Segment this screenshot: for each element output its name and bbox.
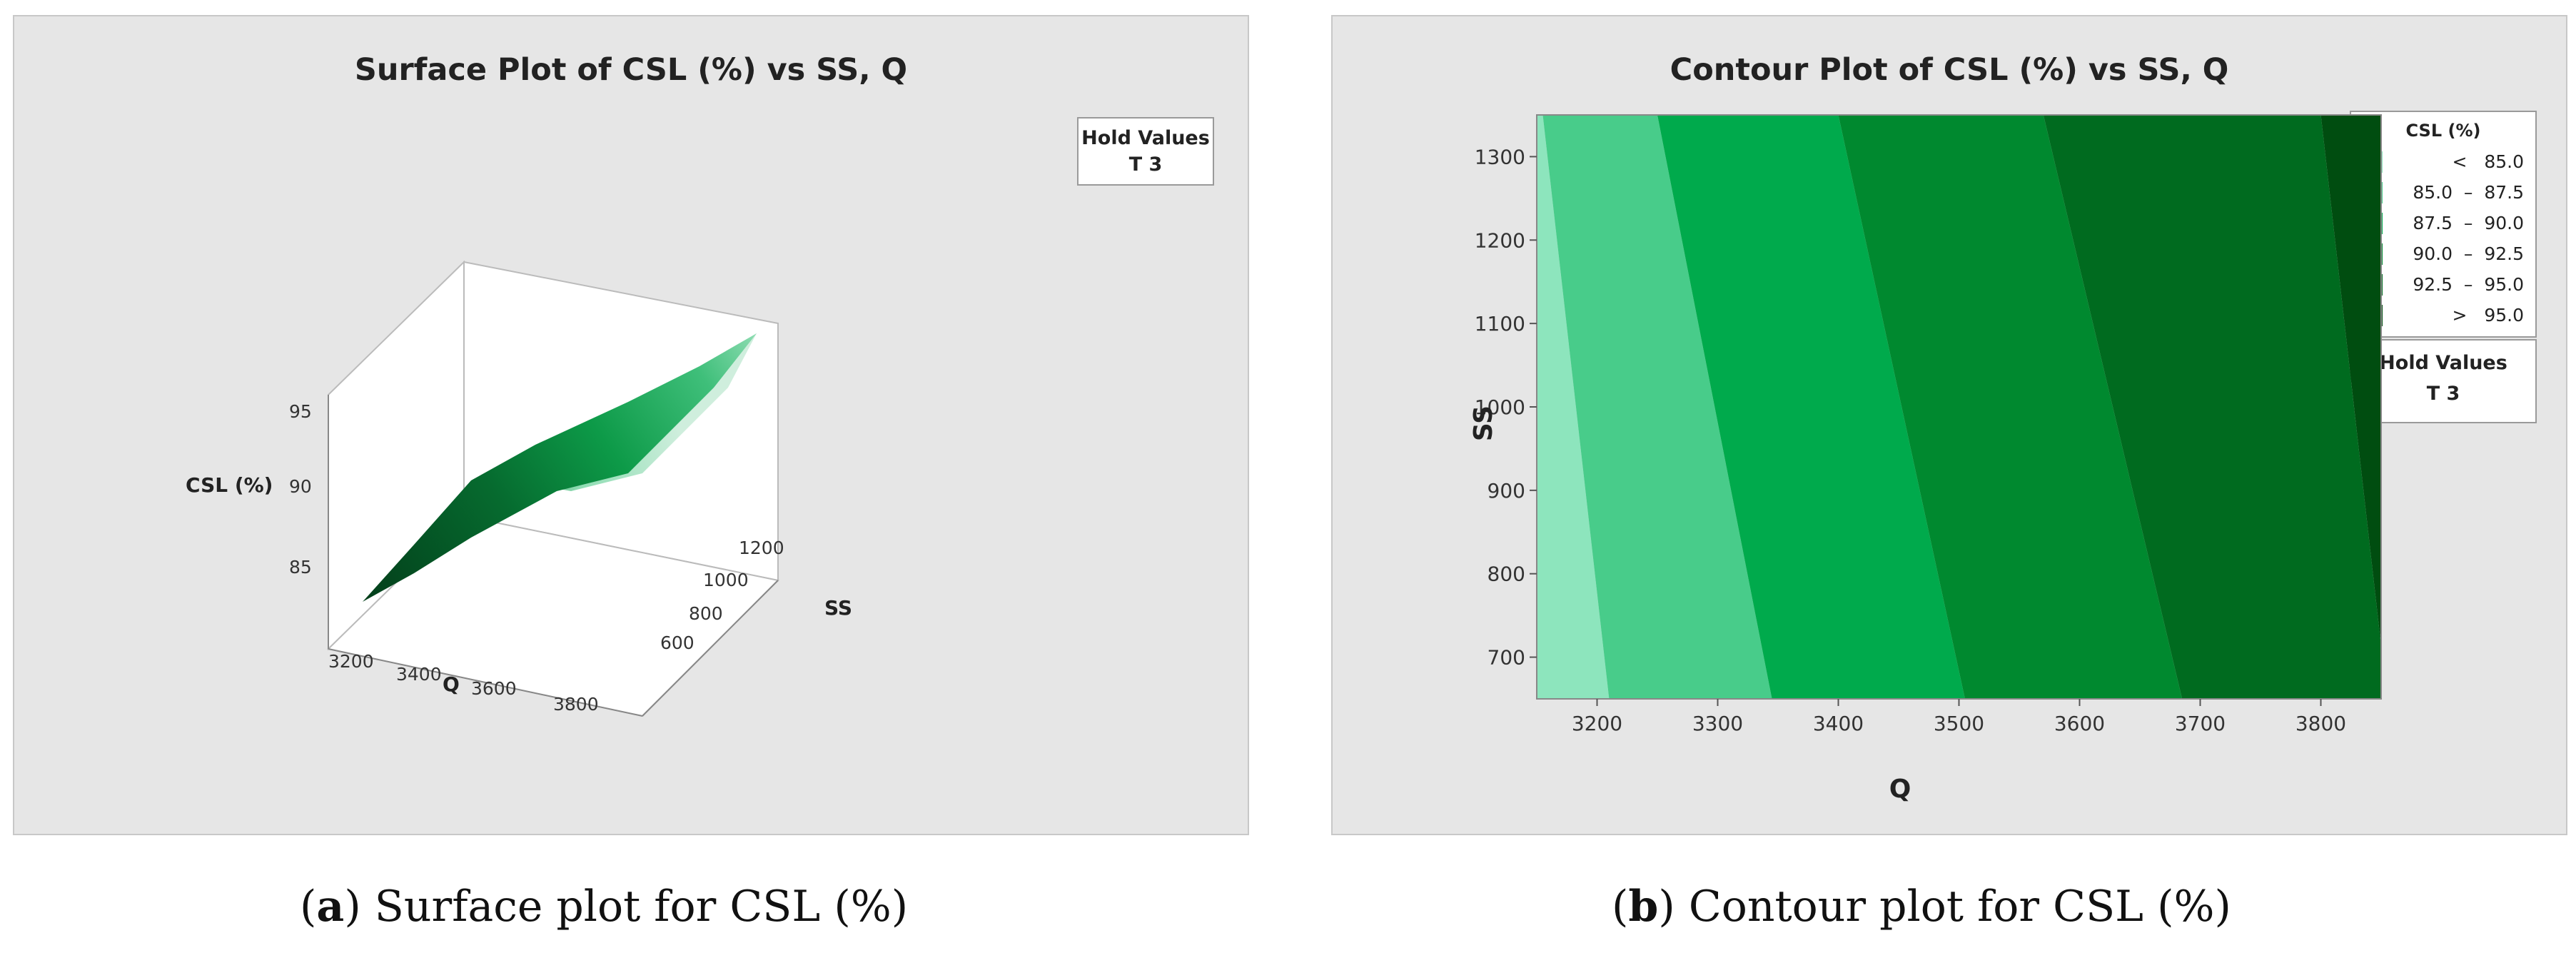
caption-a-letter: a	[316, 882, 345, 932]
surface-zlabel: CSL (%)	[186, 473, 273, 497]
contour-band	[2043, 115, 2381, 699]
surface-z-tick: 85	[289, 557, 312, 578]
caption-b: (b) Contour plot for CSL (%)	[1612, 882, 2231, 932]
surface-x-tick: 3400	[396, 664, 442, 685]
surface-z-tick: 95	[289, 401, 312, 422]
surface-y-tick: 1200	[739, 538, 784, 558]
surface-x-tick: 3800	[553, 694, 599, 715]
surface-y-tick: 600	[660, 632, 694, 653]
contour-legend-title: CSL (%)	[2405, 121, 2481, 141]
contour-x-tick: 3600	[2054, 712, 2105, 735]
contour-x-tick: 3200	[1572, 712, 1622, 735]
contour-y-tick: 900	[1487, 479, 1525, 503]
legend-label: < 85.0	[2452, 151, 2524, 172]
surface-plot-panel: Surface Plot of CSL (%) vs SS, Q Hold Va…	[13, 15, 1249, 835]
surface-x-tick: 3200	[328, 651, 374, 672]
contour-x-tick: 3800	[2295, 712, 2346, 735]
contour-band	[1537, 115, 1610, 699]
contour-bands	[1536, 114, 2382, 700]
contour-plot-title: Contour Plot of CSL (%) vs SS, Q	[1670, 52, 2229, 88]
hold-values-value: T 3	[1128, 153, 1163, 176]
legend-label: 85.0 – 87.5	[2413, 182, 2524, 203]
surface-x-tick: 3600	[471, 678, 517, 699]
contour-xlabel: Q	[1889, 775, 1911, 804]
surface-tick-labels: 95 90 85 3200 3400 3600 3800 600 800 1000 1200	[289, 401, 784, 715]
contour-plot-svg: 3200 3300 3400 3500 3600 3700 3800 700 800 900 100…	[1469, 114, 2382, 804]
contour-band	[2320, 115, 2381, 646]
contour-plot-panel: Contour Plot of CSL (%) vs SS, Q CSL (%)…	[1331, 15, 2567, 835]
surface-z-tick: 90	[289, 476, 312, 497]
surface-xlabel: Q	[443, 672, 460, 696]
contour-x-tick: 3700	[2175, 712, 2226, 735]
surface-y-tick: 800	[689, 603, 723, 624]
legend-label: 87.5 – 90.0	[2413, 213, 2524, 233]
contour-x-tick: 3400	[1813, 712, 1864, 735]
surface-y-tick: 1000	[703, 570, 749, 590]
contour-y-tick: 700	[1487, 646, 1525, 670]
surface-plot-title: Surface Plot of CSL (%) vs SS, Q	[354, 52, 908, 88]
contour-y-tick: 800	[1487, 563, 1525, 586]
legend-label: 90.0 – 92.5	[2413, 243, 2524, 264]
contour-band	[1657, 115, 1965, 699]
legend-label: 92.5 – 95.0	[2413, 274, 2524, 295]
caption-b-letter: b	[1628, 882, 1659, 932]
contour-ticks: 3200 3300 3400 3500 3600 3700 3800 700 800 900 100…	[1475, 145, 2346, 735]
contour-y-tick: 1300	[1475, 145, 1525, 168]
hold-values-title: Hold Values	[1081, 127, 1210, 149]
contour-band	[1542, 115, 1772, 699]
hold-values-value: T 3	[2426, 383, 2460, 405]
contour-band	[1838, 115, 2183, 699]
surface-hold-values-box: Hold Values T 3	[1077, 117, 1214, 186]
contour-y-tick: 1200	[1475, 228, 1525, 252]
contour-x-tick: 3500	[1934, 712, 1984, 735]
hold-values-title: Hold Values	[2379, 352, 2507, 374]
contour-ylabel: SS	[1469, 405, 1498, 441]
contour-y-tick: 1000	[1475, 395, 1525, 419]
legend-label: > 95.0	[2452, 305, 2524, 326]
caption-b-text: Contour plot for CSL (%)	[1675, 882, 2231, 932]
contour-y-tick: 1100	[1475, 312, 1525, 336]
surface-ylabel: SS	[824, 596, 852, 620]
surface-plot-svg: 95 90 85 3200 3400 3600 3800 600 800 1000 1200 CSL…	[186, 260, 852, 717]
caption-a: (a) Surface plot for CSL (%)	[300, 882, 909, 932]
surface-mesh	[363, 333, 757, 602]
caption-a-text: Surface plot for CSL (%)	[360, 882, 909, 932]
contour-x-tick: 3300	[1692, 712, 1743, 735]
